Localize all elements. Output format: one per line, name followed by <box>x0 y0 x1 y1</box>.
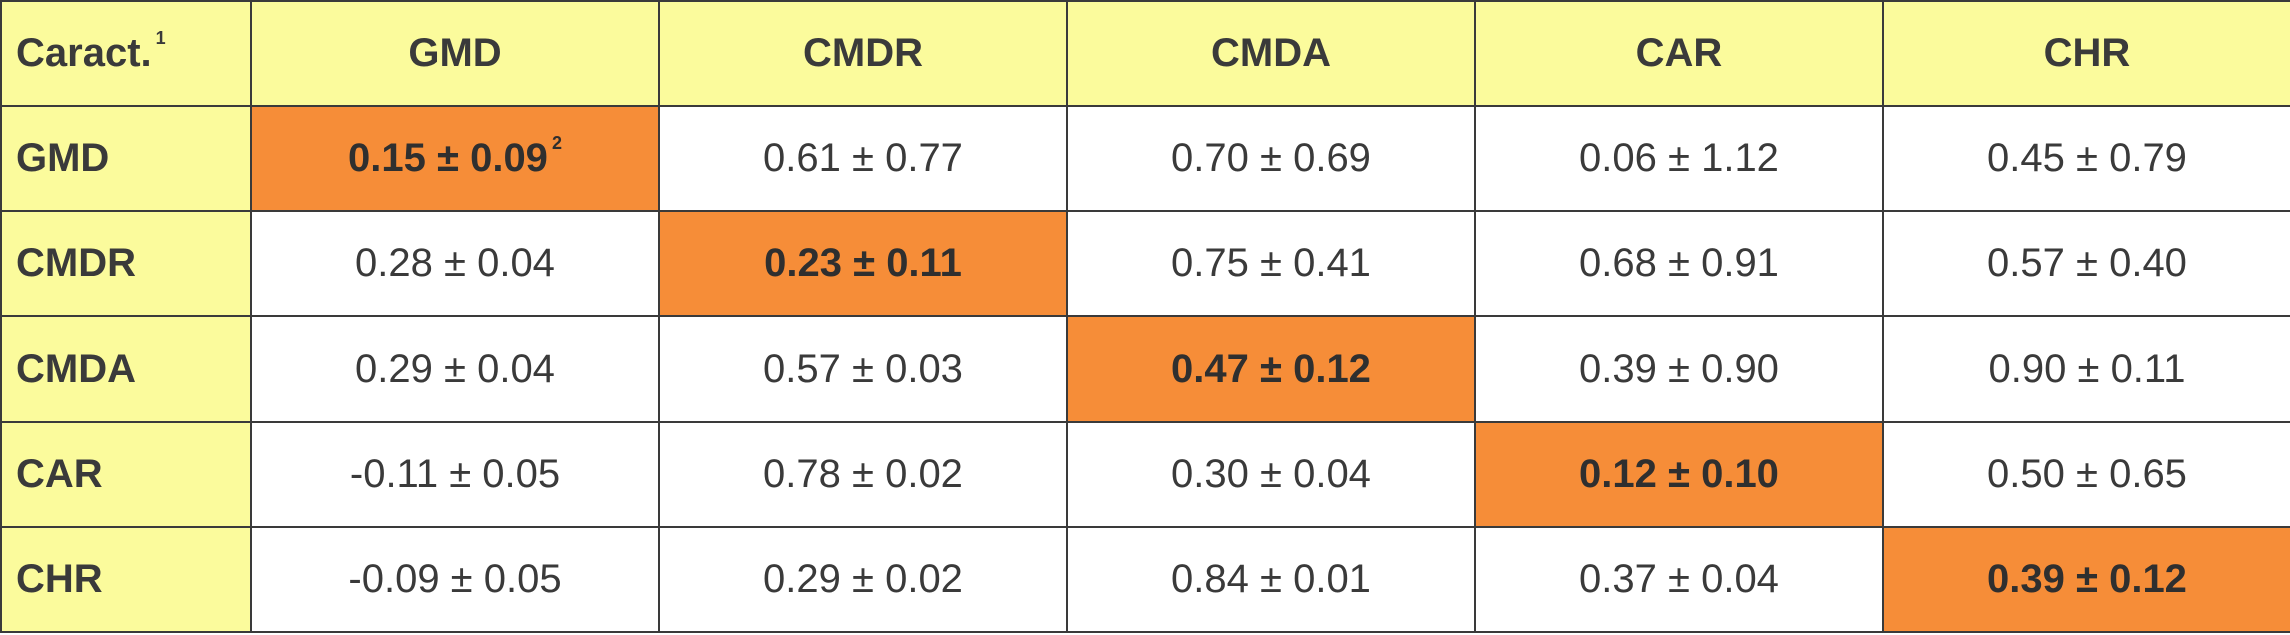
table-cell: 0.39 ± 0.90 <box>1474 315 1884 423</box>
row-header: CMDA <box>0 315 252 423</box>
corner-label: Caract. <box>16 31 152 76</box>
diagonal-cell: 0.23 ± 0.11 <box>658 210 1068 318</box>
table-row: CHR -0.09 ± 0.05 0.29 ± 0.02 0.84 ± 0.01… <box>0 525 2290 634</box>
table-cell: 0.75 ± 0.41 <box>1066 210 1476 318</box>
table-cell: 0.30 ± 0.04 <box>1066 420 1476 528</box>
row-header: CAR <box>0 420 252 528</box>
table-cell: -0.11 ± 0.05 <box>250 420 660 528</box>
table-cell: 0.84 ± 0.01 <box>1066 525 1476 634</box>
row-header: CHR <box>0 525 252 634</box>
table-cell: 0.29 ± 0.04 <box>250 315 660 423</box>
table-row: GMD 0.15 ± 0.09 2 0.61 ± 0.77 0.70 ± 0.69… <box>0 105 2290 213</box>
diagonal-cell: 0.39 ± 0.12 <box>1882 525 2290 634</box>
table-cell: 0.78 ± 0.02 <box>658 420 1068 528</box>
table-cell: 0.29 ± 0.02 <box>658 525 1068 634</box>
table-cell: -0.09 ± 0.05 <box>250 525 660 634</box>
row-header: CMDR <box>0 210 252 318</box>
row-header: GMD <box>0 105 252 213</box>
header-row: Caract. 1 GMD CMDR CMDA CAR CHR <box>0 0 2290 108</box>
table-cell: 0.50 ± 0.65 <box>1882 420 2290 528</box>
table-cell: 0.45 ± 0.79 <box>1882 105 2290 213</box>
corner-header: Caract. 1 <box>0 0 252 108</box>
diagonal-cell: 0.47 ± 0.12 <box>1066 315 1476 423</box>
column-header: CHR <box>1882 0 2290 108</box>
diagonal-cell: 0.15 ± 0.09 2 <box>250 105 660 213</box>
column-header: GMD <box>250 0 660 108</box>
column-header: CAR <box>1474 0 1884 108</box>
diag-footnote: 2 <box>551 133 562 154</box>
table-row: CMDA 0.29 ± 0.04 0.57 ± 0.03 0.47 ± 0.12… <box>0 315 2290 423</box>
table-cell: 0.61 ± 0.77 <box>658 105 1068 213</box>
table-cell: 0.28 ± 0.04 <box>250 210 660 318</box>
table-cell: 0.90 ± 0.11 <box>1882 315 2290 423</box>
table-cell: 0.37 ± 0.04 <box>1474 525 1884 634</box>
diagonal-cell: 0.12 ± 0.10 <box>1474 420 1884 528</box>
column-header: CMDR <box>658 0 1068 108</box>
column-header: CMDA <box>1066 0 1476 108</box>
table-cell: 0.57 ± 0.40 <box>1882 210 2290 318</box>
cell-value: 0.15 ± 0.09 <box>348 136 548 181</box>
table-cell: 0.68 ± 0.91 <box>1474 210 1884 318</box>
table-row: CAR -0.11 ± 0.05 0.78 ± 0.02 0.30 ± 0.04… <box>0 420 2290 528</box>
corner-footnote: 1 <box>155 28 166 49</box>
table-cell: 0.57 ± 0.03 <box>658 315 1068 423</box>
table-cell: 0.70 ± 0.69 <box>1066 105 1476 213</box>
table-row: CMDR 0.28 ± 0.04 0.23 ± 0.11 0.75 ± 0.41… <box>0 210 2290 318</box>
table-cell: 0.06 ± 1.12 <box>1474 105 1884 213</box>
